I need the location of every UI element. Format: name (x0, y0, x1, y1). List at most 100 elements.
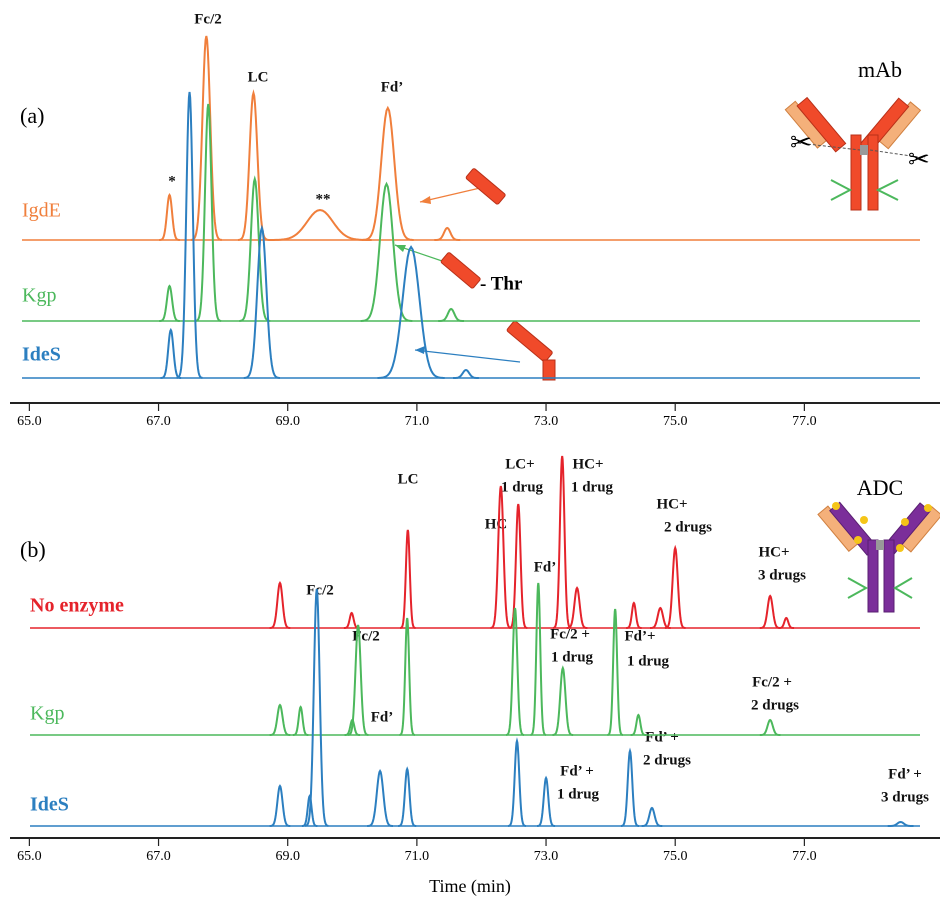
peak-label: LC (398, 471, 419, 487)
peak (269, 703, 291, 736)
peak-label: 2 drugs (751, 697, 799, 713)
peak (176, 91, 203, 379)
peak-label: Fc/2 (194, 11, 222, 27)
peak (759, 718, 781, 736)
x-tick-label: 67.0 (146, 849, 171, 864)
peak (292, 705, 309, 736)
x-axis-label: Time (min) (429, 876, 511, 897)
scissors: ✂ (908, 145, 930, 174)
peak (399, 529, 416, 629)
peak (641, 806, 663, 827)
peak-label: Fd’ (534, 559, 557, 575)
peak-label: 2 drugs (664, 519, 712, 535)
icon-label: ADC (857, 475, 903, 500)
icon-label: mAb (858, 57, 902, 82)
peak-label: Fd’ (371, 709, 394, 725)
peak (190, 35, 222, 241)
peak-label: HC (485, 516, 508, 532)
peak (607, 608, 624, 736)
peak (664, 544, 686, 629)
peak (399, 617, 416, 736)
series-label: IdeS (22, 344, 61, 366)
peak (195, 103, 222, 322)
peak (887, 820, 914, 827)
scissors: ✂ (790, 128, 812, 157)
panel-label: (a) (20, 103, 44, 128)
x-tick-label: 65.0 (17, 849, 42, 864)
peak-label: 1 drug (571, 479, 614, 495)
peak (759, 594, 781, 629)
peak-label: Fd’ + (888, 766, 922, 782)
peak (237, 89, 270, 241)
peak (509, 503, 528, 629)
peak-label: HC+ (758, 544, 789, 560)
peak (398, 766, 417, 827)
peak-label: 2 drugs (643, 752, 691, 768)
peak (159, 193, 180, 241)
peak-label: Fd’ (381, 79, 404, 95)
peak-label: Fd’+ (624, 628, 655, 644)
peak (530, 582, 547, 736)
x-tick-label: 75.0 (663, 414, 688, 429)
peak (552, 455, 572, 629)
series-label: No enzyme (30, 595, 124, 617)
peak-label: LC+ (505, 456, 534, 472)
peak-label: * (168, 173, 176, 189)
peak (239, 175, 271, 322)
peak (490, 485, 512, 629)
peak-label: LC (248, 69, 269, 85)
peak (243, 224, 281, 379)
peak (304, 588, 329, 827)
peak-label: 1 drug (557, 786, 600, 802)
peak (620, 747, 640, 827)
peak-label: Fc/2 + (752, 674, 792, 690)
peak (269, 784, 291, 827)
peak (301, 794, 318, 827)
peak (507, 737, 527, 827)
x-tick-label: 67.0 (146, 414, 171, 429)
peak (159, 284, 180, 322)
peak (453, 368, 479, 379)
peak (361, 105, 414, 241)
x-tick-label: 73.0 (534, 849, 559, 864)
x-tick-label: 77.0 (792, 414, 817, 429)
antibody-icon: ✂ ✂ (394, 96, 930, 381)
x-tick-label: 71.0 (405, 414, 430, 429)
peak-label: Fc/2 + (550, 626, 590, 642)
peak (377, 245, 445, 379)
peak (347, 624, 369, 736)
x-tick-label: 77.0 (792, 849, 817, 864)
x-tick-label: 69.0 (275, 414, 300, 429)
peak (536, 775, 556, 827)
peak (367, 769, 394, 827)
peak (630, 713, 647, 736)
peak (505, 607, 525, 736)
peak-label: Fc/2 (306, 582, 334, 598)
x-tick-label: 71.0 (405, 849, 430, 864)
peak (566, 586, 588, 629)
peak (626, 601, 642, 629)
adc-icon (817, 501, 940, 613)
peak-label: 3 drugs (758, 567, 806, 583)
peak (268, 208, 372, 241)
peak-label: 1 drug (551, 649, 594, 665)
series-label: Kgp (30, 703, 64, 725)
series-label: IgdE (22, 200, 61, 222)
x-tick-label: 65.0 (17, 414, 42, 429)
peak (160, 327, 182, 379)
x-tick-label: 69.0 (275, 849, 300, 864)
x-tick-label: 75.0 (663, 849, 688, 864)
panel-label: (b) (20, 537, 46, 562)
peak-label: HC+ (656, 496, 687, 512)
series-label: IdeS (30, 794, 69, 816)
peak (434, 226, 461, 241)
peak-label: 3 drugs (881, 789, 929, 805)
series-label: Kgp (22, 285, 56, 307)
peak-label: HC+ (572, 456, 603, 472)
peak-label: Fd’ + (560, 763, 594, 779)
peak-label: 1 drug (627, 653, 670, 669)
peak (438, 307, 465, 322)
x-tick-label: 73.0 (534, 414, 559, 429)
peak-label: Fd’ + (645, 729, 679, 745)
